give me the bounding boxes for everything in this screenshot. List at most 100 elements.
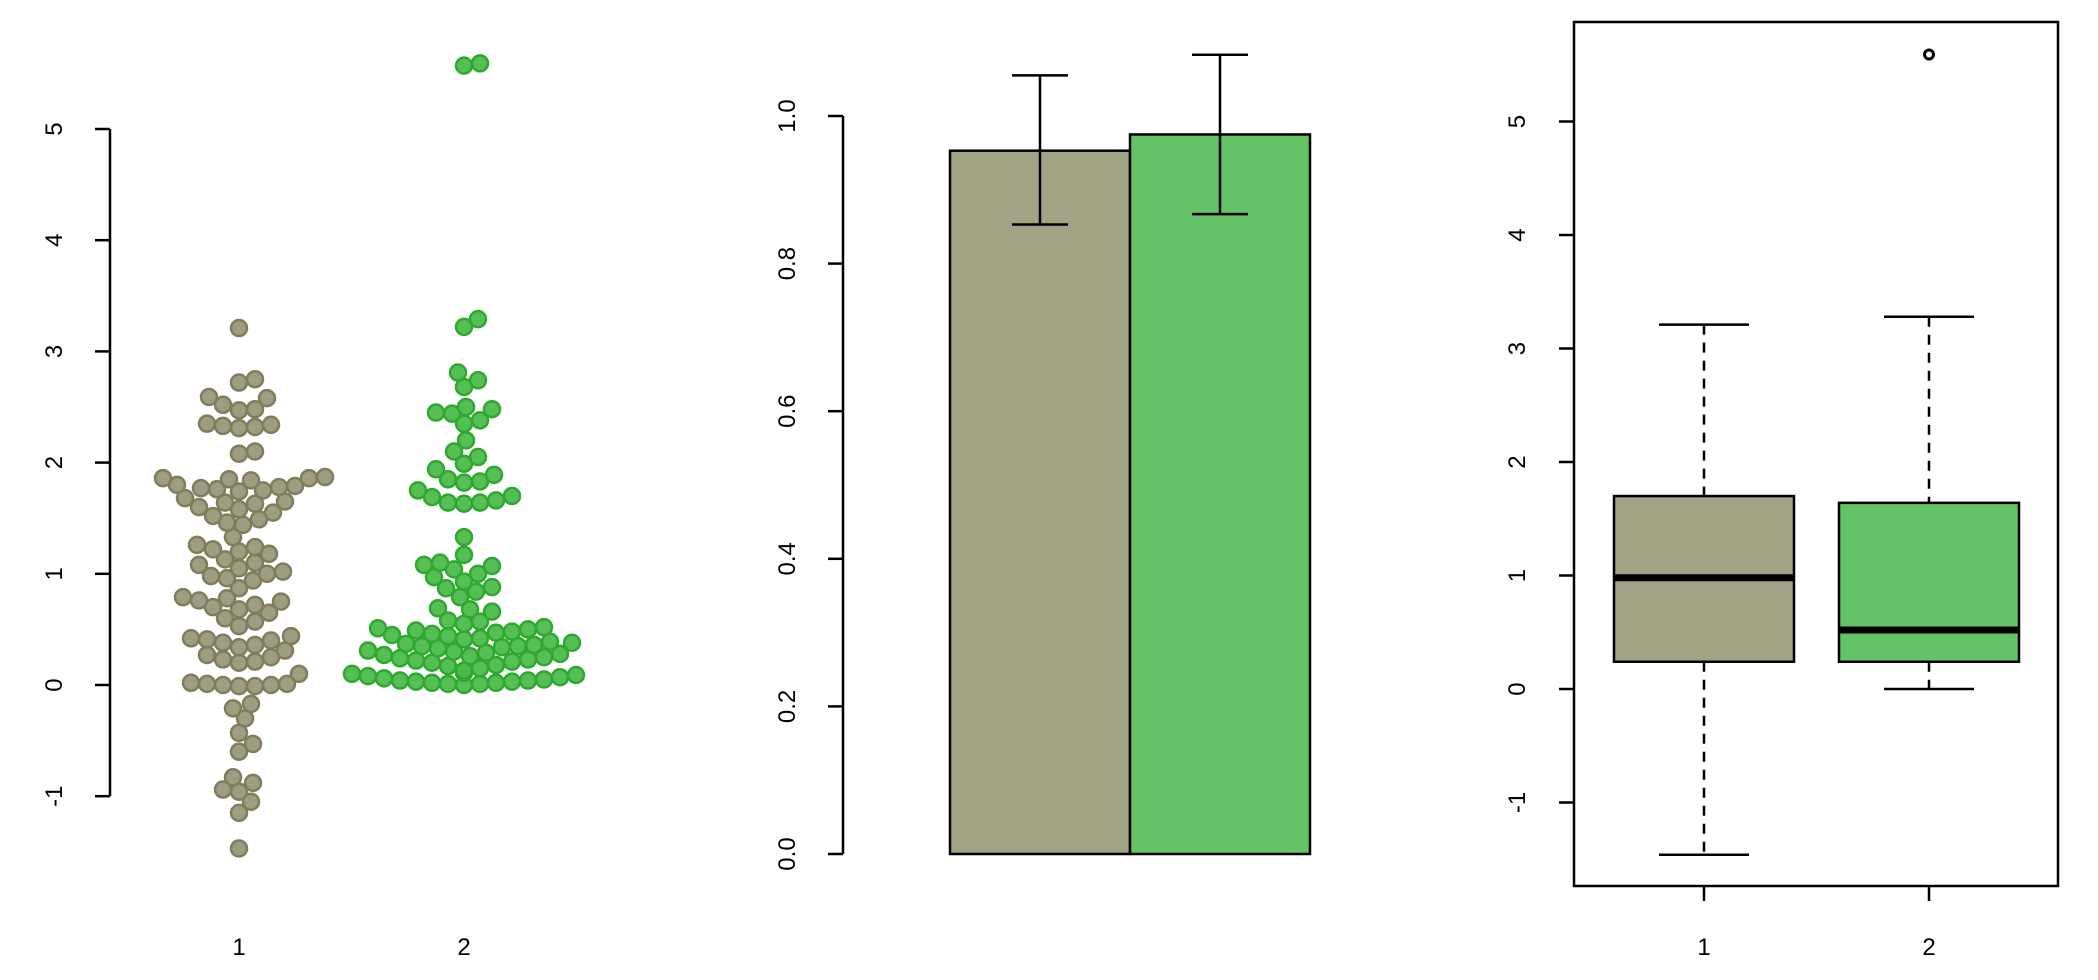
data-point <box>470 612 490 631</box>
data-point <box>245 494 265 513</box>
plot-frame <box>1572 20 2060 888</box>
data-point <box>281 626 301 646</box>
data-point <box>468 371 488 390</box>
data-point <box>358 641 378 660</box>
data-point <box>470 54 490 73</box>
data-point <box>181 673 201 693</box>
data-point <box>229 742 249 761</box>
data-point <box>422 673 442 693</box>
data-point <box>454 56 474 75</box>
data-point <box>241 792 261 812</box>
x-tick-label: 2 <box>457 934 470 961</box>
data-point <box>438 626 458 646</box>
data-point <box>271 592 291 611</box>
data-point <box>199 387 219 407</box>
data-point <box>213 675 233 695</box>
data-point <box>454 317 474 337</box>
data-point <box>502 652 522 671</box>
data-point <box>448 363 468 382</box>
data-point <box>245 399 265 419</box>
y-tick-label: 1 <box>41 567 68 580</box>
data-point <box>197 645 217 665</box>
data-point <box>470 674 490 694</box>
data-point <box>229 318 249 338</box>
data-point <box>396 634 416 654</box>
data-point <box>277 674 297 694</box>
data-point <box>534 617 554 637</box>
data-point <box>223 768 243 787</box>
data-point <box>484 465 504 485</box>
data-point <box>153 468 173 488</box>
data-point <box>454 494 474 513</box>
data-point <box>468 447 488 467</box>
box-2 <box>1837 501 2021 664</box>
data-point <box>213 650 233 669</box>
data-point <box>456 397 476 417</box>
data-point <box>241 694 261 714</box>
data-point <box>229 373 249 392</box>
data-point <box>482 602 502 621</box>
data-point <box>197 414 217 433</box>
data-point <box>189 591 209 610</box>
data-point <box>261 631 281 650</box>
data-point <box>245 652 265 671</box>
data-point <box>197 674 217 694</box>
data-point <box>261 675 281 695</box>
data-point <box>285 476 305 496</box>
y-tick-label: -1 <box>41 786 68 807</box>
data-point <box>259 603 279 622</box>
data-point <box>229 482 249 501</box>
data-point <box>390 671 410 690</box>
data-point <box>213 416 233 436</box>
data-point <box>358 666 378 686</box>
data-point <box>181 629 201 648</box>
bar-2 <box>1128 133 1312 856</box>
data-point <box>229 839 249 858</box>
data-point <box>468 564 488 584</box>
data-point <box>550 644 570 664</box>
data-point <box>269 477 289 497</box>
data-point <box>213 780 233 799</box>
data-point <box>217 589 237 608</box>
data-point <box>422 624 442 644</box>
data-point <box>438 611 458 630</box>
x-tick-label: 1 <box>232 934 245 961</box>
data-point <box>257 388 277 408</box>
y-tick-label: 5 <box>41 122 68 135</box>
data-point <box>189 555 209 575</box>
y-tick-label: 4 <box>1504 228 1531 241</box>
data-point <box>191 478 211 498</box>
x-tick-label: 1 <box>1697 934 1710 961</box>
data-point <box>438 493 458 512</box>
data-point <box>426 460 446 479</box>
y-tick-label: 2 <box>1504 455 1531 468</box>
data-point <box>215 609 235 628</box>
data-point <box>454 545 474 565</box>
data-point <box>315 467 335 487</box>
data-point <box>245 369 265 389</box>
data-point <box>215 493 235 512</box>
data-point <box>408 481 428 500</box>
data-point <box>245 417 265 437</box>
data-point <box>406 621 426 640</box>
data-point <box>229 653 249 673</box>
data-point <box>518 620 538 639</box>
data-point <box>229 444 249 463</box>
data-point <box>229 803 249 823</box>
data-point <box>233 515 253 535</box>
data-point <box>482 577 502 597</box>
data-point <box>436 579 456 598</box>
data-point <box>289 664 309 684</box>
data-point <box>229 418 249 438</box>
data-point <box>374 669 394 688</box>
y-tick-label: 0.4 <box>774 542 801 575</box>
y-tick-label: 0.0 <box>774 837 801 870</box>
data-point <box>197 630 217 649</box>
data-point <box>486 491 506 510</box>
data-point <box>229 401 249 420</box>
data-point <box>550 667 570 687</box>
data-point <box>241 471 261 490</box>
data-point <box>219 470 239 489</box>
y-tick-label: 3 <box>1504 342 1531 355</box>
data-point <box>468 309 488 329</box>
